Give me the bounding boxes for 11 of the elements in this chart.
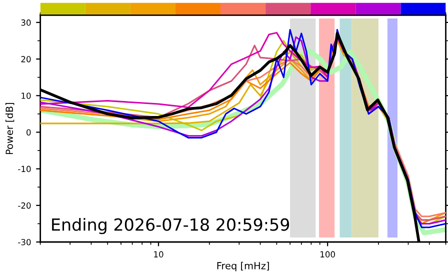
y-tick-label: -20 [18,202,31,209]
x-axis-title: Freq [mHz] [217,262,269,272]
y-tick-label: -10 [18,166,31,172]
y-tick-label: 20 [21,56,31,62]
x-tick-label: 100 [320,251,335,258]
y-tick-label: -30 [18,238,31,246]
y-tick-label: 30 [21,19,31,26]
y-axis-title: Power [dB] [5,102,14,154]
y-tick-label: 0 [26,129,31,136]
y-tick-label: 10 [22,92,31,99]
annotation: Ending 2026-07-18 20:59:59 [52,218,290,234]
